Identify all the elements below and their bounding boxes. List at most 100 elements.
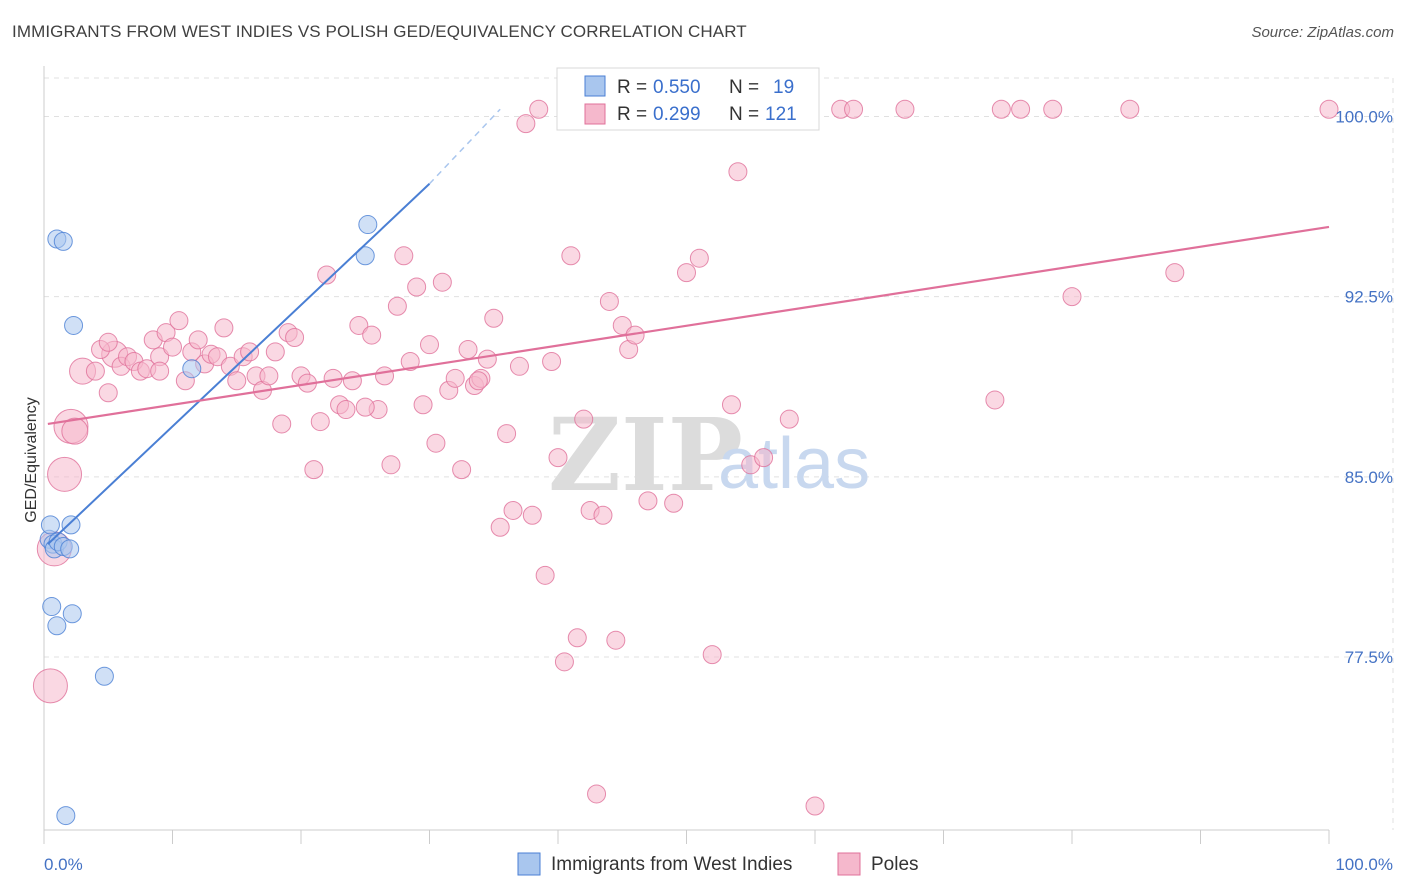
- bottom-legend-label-west-indies: Immigrants from West Indies: [551, 854, 792, 875]
- poles-point-68: [484, 308, 504, 328]
- west-indies-point-18: [56, 806, 76, 826]
- poles-point-69: [490, 517, 510, 537]
- west-indies-trend-line: [47, 182, 431, 545]
- poles-point-43: [317, 265, 337, 285]
- west-indies-points: [39, 215, 378, 826]
- bottom-legend-swatch-blue: [517, 852, 541, 876]
- poles-point-77: [542, 352, 562, 372]
- legend-n-label-pink: N =: [729, 104, 759, 125]
- west-indies-point-14: [42, 597, 62, 617]
- poles-point-70: [497, 424, 517, 444]
- poles-point-7: [98, 383, 118, 403]
- poles-point-74: [522, 505, 542, 525]
- poles-point-78: [548, 448, 568, 468]
- poles-point-99: [754, 448, 774, 468]
- poles-point-86: [599, 291, 619, 311]
- poles-point-107: [991, 99, 1011, 119]
- poles-point-10: [98, 332, 118, 352]
- y-tick-label-0: 77.5%: [1345, 648, 1393, 667]
- poles-point-2: [47, 456, 83, 492]
- poles-point-1: [32, 668, 68, 704]
- poles-point-26: [207, 347, 227, 367]
- poles-point-53: [387, 296, 407, 316]
- poles-trend-line: [47, 225, 1330, 426]
- poles-point-92: [664, 493, 684, 513]
- bottom-legend: Immigrants from West Indies Poles: [517, 852, 919, 876]
- x-tick-label-1: 100.0%: [1335, 855, 1393, 874]
- poles-point-52: [381, 455, 401, 475]
- poles-point-95: [702, 645, 722, 665]
- west-indies-point-16: [47, 616, 67, 636]
- poles-point-111: [1120, 99, 1140, 119]
- poles-point-47: [342, 371, 362, 391]
- poles-point-71: [503, 500, 523, 520]
- legend-n-value-pink: 121: [765, 104, 797, 125]
- poles-point-31: [240, 342, 260, 362]
- legend-r-value-pink: 0.299: [653, 104, 701, 125]
- poles-point-109: [1043, 99, 1063, 119]
- poles-point-100: [721, 395, 741, 415]
- poles-point-54: [394, 246, 414, 266]
- poles-point-101: [779, 409, 799, 429]
- bottom-legend-swatch-pink: [837, 852, 861, 876]
- west-indies-point-3: [182, 359, 202, 379]
- poles-point-116: [468, 371, 488, 391]
- legend-n-label-blue: N =: [729, 77, 759, 98]
- poles-point-46: [336, 400, 356, 420]
- poles-point-113: [1319, 99, 1339, 119]
- poles-point-42: [310, 412, 330, 432]
- poles-point-102: [805, 796, 825, 816]
- x-tick-label-0: 0.0%: [44, 855, 83, 874]
- y-tick-label-1: 85.0%: [1345, 468, 1393, 487]
- poles-point-112: [1165, 263, 1185, 283]
- chart-source: Source: ZipAtlas.com: [1251, 24, 1394, 41]
- poles-point-85: [593, 505, 613, 525]
- poles-point-81: [567, 628, 587, 648]
- poles-point-51: [375, 366, 395, 386]
- poles-point-41: [304, 460, 324, 480]
- poles-point-94: [689, 248, 709, 268]
- west-indies-point-1: [53, 231, 73, 251]
- legend: R = 0.550 N = 19 R = 0.299 N = 121: [556, 67, 820, 131]
- poles-point-72: [509, 356, 529, 376]
- poles-point-8: [85, 361, 105, 381]
- trend-lines: [47, 108, 1330, 545]
- poles-point-97: [728, 162, 748, 182]
- west-indies-point-12: [61, 515, 81, 535]
- poles-point-38: [285, 327, 305, 347]
- axes: [43, 66, 1330, 844]
- poles-point-56: [407, 277, 427, 297]
- poles-point-108: [1011, 99, 1031, 119]
- poles-point-4: [61, 417, 89, 445]
- legend-swatch-pink: [584, 103, 606, 125]
- poles-point-48: [349, 315, 369, 335]
- poles-points: [32, 99, 1339, 816]
- bottom-legend-label-poles: Poles: [871, 854, 919, 875]
- legend-r-label-blue: R =: [617, 77, 647, 98]
- poles-point-20: [169, 311, 189, 331]
- poles-point-58: [420, 335, 439, 355]
- poles-point-105: [895, 99, 915, 119]
- poles-point-62: [445, 368, 465, 388]
- poles-point-34: [259, 366, 279, 386]
- poles-point-27: [214, 318, 234, 338]
- poles-point-114: [355, 397, 375, 417]
- legend-swatch-blue: [584, 75, 606, 97]
- x-tick-labels: 0.0% 100.0%: [44, 855, 1393, 874]
- poles-point-73: [516, 114, 536, 134]
- legend-r-value-blue: 0.550: [653, 77, 701, 98]
- poles-point-49: [362, 325, 382, 345]
- poles-point-110: [1062, 287, 1082, 307]
- chart-title: IMMIGRANTS FROM WEST INDIES VS POLISH GE…: [12, 22, 747, 41]
- poles-point-63: [452, 460, 472, 480]
- poles-point-64: [458, 339, 478, 359]
- west-indies-point-17: [94, 666, 114, 686]
- poles-point-76: [535, 565, 555, 585]
- west-indies-point-13: [40, 515, 60, 535]
- poles-point-75: [529, 99, 549, 119]
- y-tick-labels: 77.5% 85.0% 92.5% 100.0%: [1335, 107, 1393, 667]
- poles-point-55: [400, 352, 420, 372]
- west-indies-point-5: [358, 215, 378, 235]
- poles-point-115: [150, 361, 170, 381]
